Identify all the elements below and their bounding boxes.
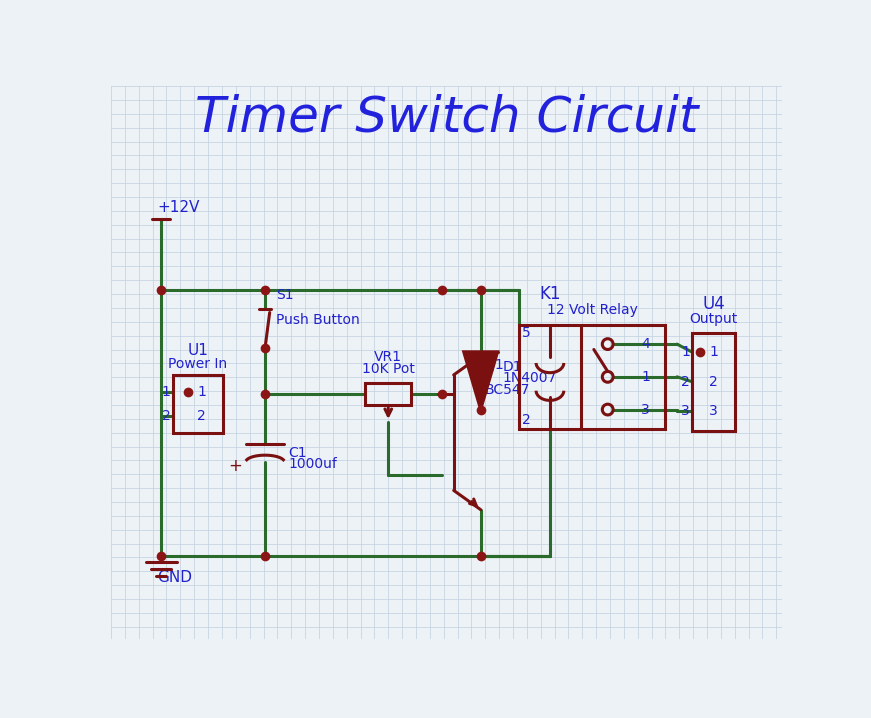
Text: 4: 4: [641, 337, 650, 351]
Text: Timer Switch Circuit: Timer Switch Circuit: [194, 94, 699, 142]
Text: 2: 2: [197, 409, 206, 424]
Text: 1: 1: [641, 370, 650, 384]
Text: 2: 2: [681, 375, 690, 389]
Text: C1: C1: [288, 446, 307, 460]
Text: VR1: VR1: [375, 350, 402, 364]
Text: U1: U1: [187, 343, 208, 358]
Polygon shape: [463, 352, 497, 409]
Text: Push Button: Push Button: [276, 312, 360, 327]
Text: 1: 1: [709, 345, 718, 359]
Text: S1: S1: [276, 288, 294, 302]
Text: D1: D1: [503, 360, 522, 373]
Text: +: +: [228, 457, 242, 475]
Text: 1000uf: 1000uf: [288, 457, 337, 470]
Text: 2: 2: [709, 375, 718, 389]
Bar: [519, 325, 665, 429]
Text: 2: 2: [162, 409, 171, 424]
Text: 3: 3: [709, 404, 718, 419]
Text: +12V: +12V: [158, 200, 199, 215]
Text: K1: K1: [539, 285, 561, 303]
Text: 12 Volt Relay: 12 Volt Relay: [547, 303, 638, 317]
Text: BC547: BC547: [484, 383, 530, 396]
Text: 3: 3: [641, 403, 650, 416]
Bar: [692, 332, 735, 431]
Text: Power In: Power In: [168, 357, 227, 371]
Text: 10K Pot: 10K Pot: [361, 362, 415, 376]
Text: 5: 5: [523, 327, 531, 340]
Text: Q1: Q1: [484, 357, 504, 371]
Text: Output: Output: [690, 312, 738, 327]
Text: 1: 1: [197, 386, 206, 399]
Text: 1: 1: [681, 345, 690, 359]
Bar: [365, 383, 411, 405]
Text: 1: 1: [161, 386, 171, 399]
Text: 3: 3: [681, 404, 690, 419]
Text: U4: U4: [702, 295, 725, 313]
Text: 1N4007: 1N4007: [503, 371, 557, 385]
Text: 2: 2: [523, 414, 531, 427]
Bar: [172, 375, 223, 433]
Text: GND: GND: [158, 569, 192, 584]
